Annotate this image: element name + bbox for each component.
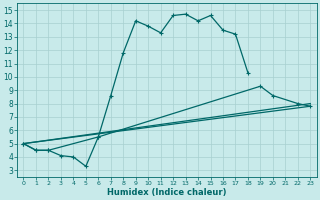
X-axis label: Humidex (Indice chaleur): Humidex (Indice chaleur) — [107, 188, 227, 197]
